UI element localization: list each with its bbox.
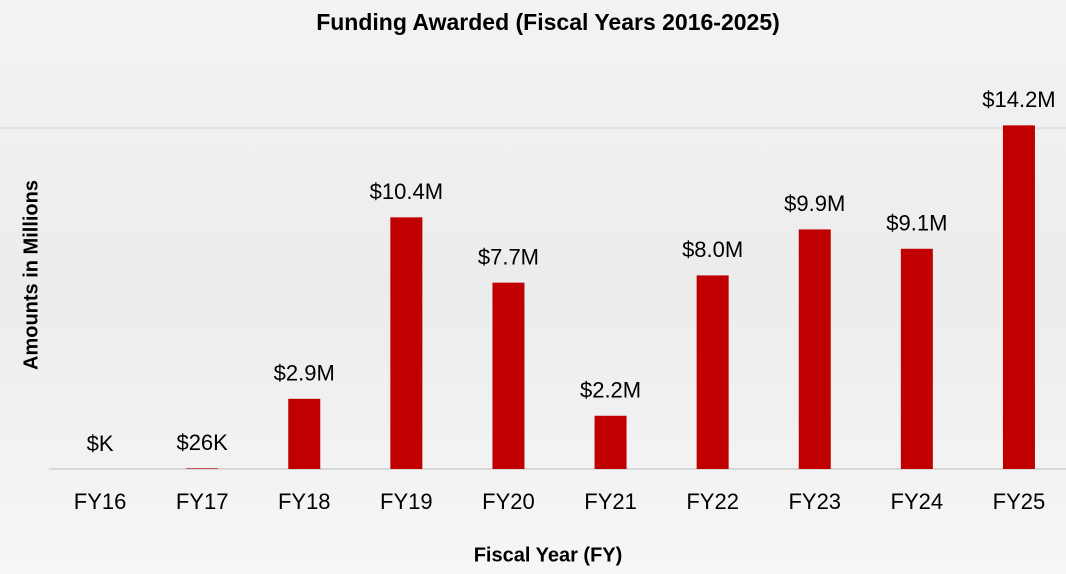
bar — [697, 275, 729, 469]
bar — [390, 217, 422, 469]
bar — [186, 468, 218, 469]
bar — [595, 416, 627, 469]
x-tick-label: FY19 — [380, 489, 433, 514]
bar — [288, 399, 320, 469]
value-label: $7.7M — [478, 244, 539, 269]
value-label: $2.2M — [580, 378, 641, 403]
value-label: $K — [87, 431, 114, 456]
x-tick-label: FY17 — [176, 489, 229, 514]
value-label: $10.4M — [370, 179, 443, 204]
chart: Funding Awarded (Fiscal Years 2016-2025)… — [0, 0, 1066, 574]
bar — [901, 249, 933, 469]
value-label: $9.9M — [784, 191, 845, 216]
x-tick-label: FY21 — [584, 489, 637, 514]
x-tick-label: FY20 — [482, 489, 535, 514]
value-label: $2.9M — [274, 361, 335, 386]
x-tick-label: FY16 — [74, 489, 127, 514]
y-axis-label: Amounts in Millions — [20, 180, 42, 370]
bar — [1003, 125, 1035, 469]
value-label: $14.2M — [982, 87, 1055, 112]
value-label: $26K — [176, 430, 228, 455]
bar — [492, 283, 524, 469]
x-axis-label: Fiscal Year (FY) — [474, 544, 623, 566]
bar — [799, 229, 831, 469]
value-label: $8.0M — [682, 237, 743, 262]
x-tick-label: FY23 — [788, 489, 841, 514]
x-tick-label: FY18 — [278, 489, 331, 514]
value-label: $9.1M — [886, 211, 947, 236]
x-tick-label: FY22 — [686, 489, 739, 514]
chart-title: Funding Awarded (Fiscal Years 2016-2025) — [316, 9, 780, 35]
x-tick-label: FY24 — [891, 489, 944, 514]
x-tick-label: FY25 — [993, 489, 1046, 514]
